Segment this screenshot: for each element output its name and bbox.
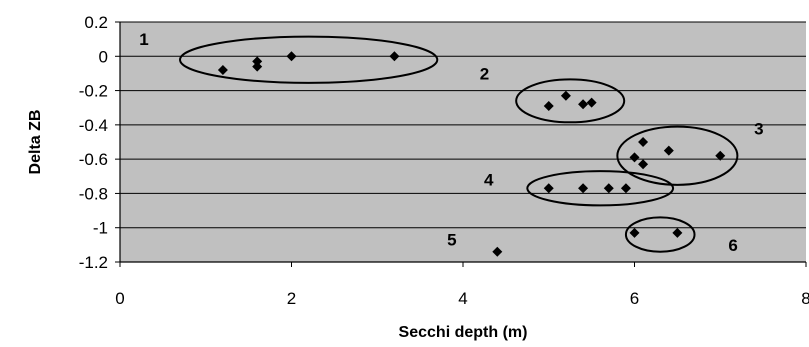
- x-tick-label: 8: [801, 289, 809, 308]
- data-point: [543, 101, 554, 111]
- data-point: [603, 183, 614, 194]
- data-point: [560, 90, 571, 101]
- y-tick-label: -0.2: [79, 82, 108, 101]
- data-point: [578, 99, 589, 110]
- y-tick-labels: 0.2 0 -0.2 -0.4 -0.6 -0.8 -1 -1.2: [79, 13, 108, 272]
- data-point: [629, 152, 640, 163]
- x-tick-label: 2: [287, 289, 296, 308]
- data-point: [286, 51, 297, 62]
- cluster-label: 6: [728, 236, 737, 255]
- data-point: [629, 227, 640, 238]
- y-tick-label: -0.8: [79, 184, 108, 203]
- cluster-ellipse: [624, 216, 696, 253]
- cluster-label: 2: [480, 64, 489, 83]
- data-point: [389, 51, 400, 62]
- y-tick-label: -1.2: [79, 253, 108, 272]
- cluster-label: 5: [447, 231, 456, 250]
- y-tick-label: -1: [93, 219, 108, 238]
- x-tick-labels: 0 2 4 6 8: [115, 289, 809, 308]
- data-point: [252, 61, 263, 72]
- data-point: [638, 137, 649, 147]
- data-point: [715, 150, 726, 161]
- y-axis-title: Delta ZB: [27, 110, 44, 175]
- cluster-label: 1: [139, 30, 148, 49]
- y-tick-label: 0: [99, 47, 108, 66]
- data-point: [217, 65, 228, 75]
- cluster-label: 3: [754, 119, 763, 138]
- data-point: [578, 183, 589, 194]
- axes: [115, 21, 807, 267]
- data-point: [492, 246, 503, 257]
- data-point: [672, 227, 683, 238]
- cluster-ellipse: [179, 35, 439, 84]
- y-tick-label: -0.6: [79, 150, 108, 169]
- cluster-ellipse: [616, 125, 739, 186]
- gridlines: [120, 21, 806, 263]
- data-point: [586, 97, 597, 108]
- cluster-label: 4: [484, 171, 494, 190]
- cluster-ellipse: [526, 170, 675, 207]
- data-points: [217, 51, 726, 257]
- y-tick-label: -0.4: [79, 116, 108, 135]
- data-point: [663, 145, 674, 156]
- x-axis-title: Secchi depth (m): [399, 324, 528, 341]
- cluster-ellipses: 1 2 3 4 5 6: [139, 30, 763, 255]
- x-tick-label: 4: [458, 289, 467, 308]
- x-tick-label: 6: [630, 289, 639, 308]
- y-tick-label: 0.2: [84, 13, 108, 32]
- data-point: [252, 56, 263, 67]
- plot-area: [120, 22, 806, 262]
- data-point: [620, 183, 631, 194]
- cluster-ellipse: [515, 78, 626, 124]
- x-tick-label: 0: [115, 289, 124, 308]
- data-point: [638, 159, 649, 170]
- data-point: [543, 183, 554, 194]
